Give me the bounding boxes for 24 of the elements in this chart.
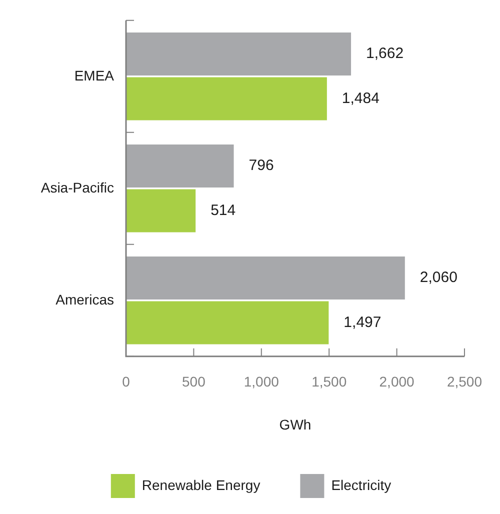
y-tick-label: Asia-Pacific [40, 179, 114, 196]
data-label: 2,060 [420, 269, 458, 286]
data-label: 1,484 [342, 90, 380, 107]
x-tick-label: 2,500 [446, 374, 482, 390]
bar [126, 144, 234, 188]
data-label: 1,497 [344, 314, 382, 331]
x-tick-label: 2,000 [379, 374, 415, 390]
bar [126, 189, 196, 232]
x-tick-label: 1,000 [244, 374, 280, 390]
data-label: 796 [248, 157, 274, 174]
bar [126, 256, 405, 300]
x-tick-label: 0 [122, 374, 130, 390]
x-tick-label: 1,500 [312, 374, 347, 390]
bar [126, 77, 327, 120]
data-label: 1,662 [366, 45, 404, 62]
y-tick-label: Americas [56, 291, 114, 308]
data-label: 514 [210, 202, 236, 219]
bar [126, 301, 329, 344]
y-tick-label: EMEA [74, 67, 115, 84]
bar [126, 32, 352, 76]
legend-label: Renewable Energy [142, 476, 260, 493]
legend-label: Electricity [331, 476, 392, 493]
x-tick-label: 500 [182, 374, 206, 390]
x-axis-title: GWh [279, 416, 312, 432]
